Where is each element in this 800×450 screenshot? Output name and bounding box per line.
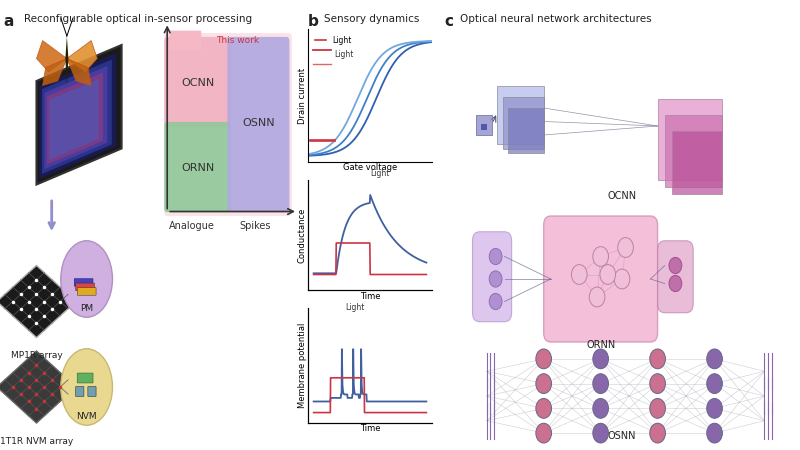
Circle shape (536, 423, 551, 443)
Circle shape (593, 247, 609, 266)
FancyBboxPatch shape (227, 37, 290, 212)
Text: Light: Light (370, 169, 390, 178)
Polygon shape (66, 36, 69, 86)
Text: c: c (444, 14, 453, 28)
FancyBboxPatch shape (502, 97, 544, 148)
Y-axis label: Membrane potential: Membrane potential (298, 323, 306, 408)
Polygon shape (0, 266, 76, 338)
Circle shape (593, 399, 609, 418)
Text: OCNN: OCNN (181, 78, 214, 88)
Y-axis label: Conductance: Conductance (298, 207, 306, 263)
Text: ORNN: ORNN (181, 163, 214, 173)
Y-axis label: Drain current: Drain current (298, 68, 306, 124)
Polygon shape (39, 53, 116, 179)
Polygon shape (67, 58, 91, 86)
Circle shape (650, 399, 666, 418)
Circle shape (571, 265, 587, 284)
Circle shape (590, 287, 605, 307)
Text: Light: Light (346, 302, 365, 311)
Text: OSNN: OSNN (242, 117, 274, 128)
FancyBboxPatch shape (164, 122, 231, 212)
Text: a: a (3, 14, 14, 28)
FancyBboxPatch shape (78, 288, 96, 295)
Circle shape (600, 265, 615, 284)
FancyBboxPatch shape (544, 216, 658, 342)
Text: This work: This work (216, 36, 259, 45)
Circle shape (490, 248, 502, 265)
FancyBboxPatch shape (665, 115, 722, 187)
FancyBboxPatch shape (78, 373, 93, 383)
Circle shape (706, 399, 722, 418)
Circle shape (706, 374, 722, 393)
Circle shape (706, 423, 722, 443)
Circle shape (61, 241, 113, 317)
Circle shape (706, 349, 722, 369)
Text: OSNN: OSNN (608, 431, 636, 441)
FancyBboxPatch shape (164, 33, 292, 216)
FancyBboxPatch shape (76, 283, 94, 291)
Circle shape (536, 399, 551, 418)
FancyBboxPatch shape (658, 241, 693, 313)
Circle shape (593, 374, 609, 393)
Text: MP1R array: MP1R array (10, 351, 62, 360)
Text: PM: PM (80, 304, 94, 313)
FancyBboxPatch shape (88, 387, 96, 396)
Circle shape (650, 374, 666, 393)
Text: 1T1R NVM array: 1T1R NVM array (0, 436, 73, 446)
Text: Light: Light (334, 50, 354, 59)
Circle shape (61, 349, 113, 425)
Text: Reconfigurable optical in-sensor processing: Reconfigurable optical in-sensor process… (24, 14, 253, 23)
Polygon shape (47, 72, 103, 165)
Circle shape (490, 293, 502, 310)
Text: NVM: NVM (76, 412, 97, 421)
X-axis label: Time: Time (360, 424, 380, 433)
Circle shape (650, 349, 666, 369)
Text: ORNN: ORNN (586, 340, 615, 350)
FancyBboxPatch shape (482, 124, 486, 130)
Circle shape (536, 374, 551, 393)
FancyBboxPatch shape (672, 130, 722, 194)
FancyBboxPatch shape (170, 31, 202, 50)
FancyBboxPatch shape (164, 37, 231, 127)
Circle shape (669, 275, 682, 292)
Circle shape (593, 349, 609, 369)
Text: Optical neural network architectures: Optical neural network architectures (460, 14, 652, 23)
Polygon shape (50, 79, 98, 160)
Text: OCNN: OCNN (607, 191, 637, 201)
Legend: Light: Light (312, 33, 355, 48)
FancyBboxPatch shape (74, 279, 93, 286)
Text: Spikes: Spikes (239, 221, 270, 231)
Polygon shape (67, 40, 98, 72)
Polygon shape (37, 40, 67, 72)
Circle shape (593, 423, 609, 443)
FancyBboxPatch shape (76, 387, 84, 396)
Circle shape (618, 238, 634, 257)
Polygon shape (0, 351, 76, 423)
Circle shape (490, 271, 502, 287)
Text: b: b (308, 14, 319, 28)
Circle shape (614, 269, 630, 289)
FancyBboxPatch shape (508, 108, 544, 153)
Polygon shape (42, 58, 67, 86)
Polygon shape (42, 59, 112, 174)
FancyBboxPatch shape (476, 115, 492, 135)
X-axis label: Gate voltage: Gate voltage (343, 163, 397, 172)
Circle shape (669, 257, 682, 274)
X-axis label: Time: Time (360, 292, 380, 301)
Circle shape (536, 349, 551, 369)
Text: Analogue: Analogue (169, 221, 214, 231)
Polygon shape (44, 66, 107, 169)
Text: Sensory dynamics: Sensory dynamics (324, 14, 419, 23)
FancyBboxPatch shape (498, 86, 544, 144)
Polygon shape (37, 45, 122, 184)
FancyBboxPatch shape (658, 99, 722, 180)
FancyBboxPatch shape (473, 232, 512, 322)
Circle shape (650, 423, 666, 443)
